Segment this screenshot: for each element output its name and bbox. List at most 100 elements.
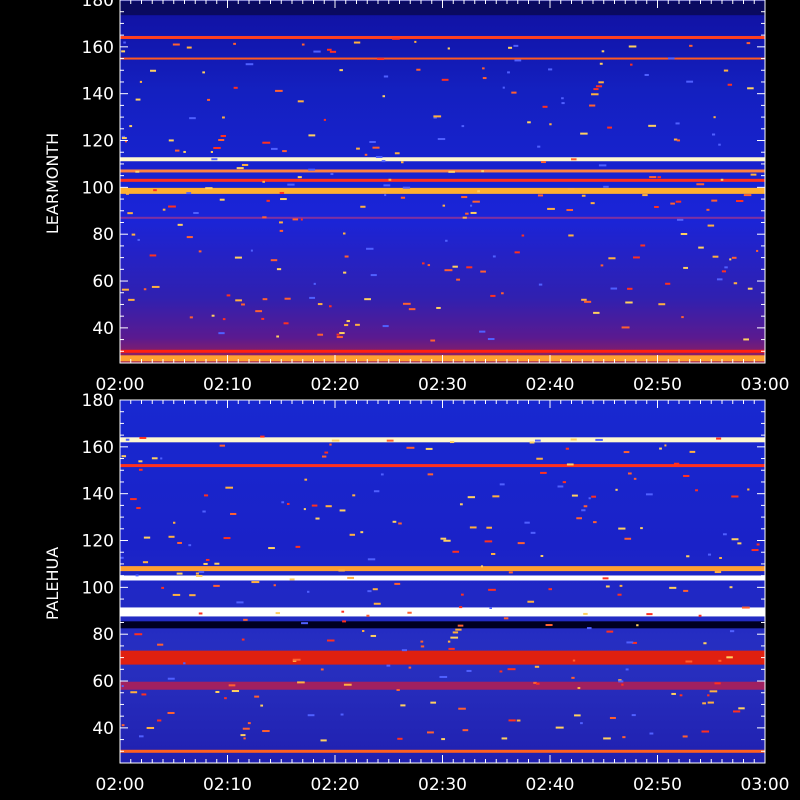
x-tick-label: 02:20 xyxy=(311,375,360,395)
signal-speckle xyxy=(121,137,127,140)
signal-speckle xyxy=(566,209,574,212)
signal-speckle xyxy=(386,664,391,667)
signal-speckle xyxy=(167,711,175,714)
signal-speckle xyxy=(696,183,705,186)
signal-speckle xyxy=(586,627,592,630)
signal-speckle xyxy=(536,457,543,460)
signal-speckle xyxy=(139,436,147,439)
signal-speckle xyxy=(276,268,282,271)
signal-speckle xyxy=(465,212,469,215)
y-tick-label: 80 xyxy=(92,625,114,645)
signal-speckle xyxy=(499,483,505,486)
signal-speckle xyxy=(228,684,236,687)
signal-speckle xyxy=(198,612,203,615)
signal-speckle xyxy=(441,738,446,741)
signal-speckle xyxy=(141,693,147,696)
signal-speckle xyxy=(406,446,415,449)
signal-speckle xyxy=(517,542,525,545)
signal-speckle xyxy=(452,265,458,268)
signal-speckle xyxy=(574,714,581,717)
signal-speckle xyxy=(273,584,276,587)
signal-speckle xyxy=(414,40,417,43)
signal-speckle xyxy=(736,200,744,203)
signal-speckle xyxy=(230,512,237,515)
signal-speckle xyxy=(262,216,267,219)
signal-speckle xyxy=(135,98,141,101)
signal-speckle xyxy=(236,601,244,604)
signal-speckle xyxy=(714,682,721,685)
signal-speckle xyxy=(303,508,306,511)
signal-speckle xyxy=(729,630,735,633)
signal-speckle xyxy=(499,670,503,673)
signal-speckle xyxy=(343,683,352,686)
signal-speckle xyxy=(160,457,163,460)
signal-speckle xyxy=(297,681,305,684)
signal-speckle xyxy=(598,81,604,84)
signal-speckle xyxy=(135,574,139,577)
signal-speckle xyxy=(339,509,346,512)
signal-speckle xyxy=(205,187,213,190)
signal-speckle xyxy=(640,527,643,530)
signal-speckle xyxy=(287,183,295,186)
y-tick-label: 60 xyxy=(92,672,114,692)
signal-speckle xyxy=(236,167,244,170)
signal-speckle xyxy=(307,714,315,717)
signal-speckle xyxy=(186,46,192,49)
x-tick-label: 02:50 xyxy=(633,375,682,395)
signal-speckle xyxy=(125,192,129,195)
signal-speckle xyxy=(149,254,157,257)
signal-speckle xyxy=(261,317,265,320)
signal-speckle xyxy=(625,668,629,671)
signal-speckle xyxy=(602,577,609,580)
signal-speckle xyxy=(577,687,581,690)
signal-speckle xyxy=(731,538,739,541)
signal-speckle xyxy=(443,539,451,542)
signal-speckle xyxy=(444,269,453,272)
signal-speckle xyxy=(456,278,461,281)
signal-speckle xyxy=(441,78,449,81)
signal-speckle xyxy=(433,115,442,118)
signal-speckle xyxy=(317,333,324,336)
signal-speckle xyxy=(723,69,729,72)
signal-speckle xyxy=(683,266,689,269)
signal-speckle xyxy=(401,649,408,652)
signal-speckle xyxy=(514,251,520,254)
palehua-y-axis: 40 60 80 100 120 140 160 180 xyxy=(82,391,765,752)
signal-speckle xyxy=(407,611,412,614)
signal-speckle xyxy=(516,719,521,722)
x-tick-label: 02:00 xyxy=(96,775,145,795)
signal-speckle xyxy=(449,441,455,444)
learmonth-speckles xyxy=(121,37,759,342)
signal-speckle xyxy=(659,447,662,450)
signal-speckle xyxy=(583,612,588,615)
signal-speckle xyxy=(584,300,592,303)
signal-speckle xyxy=(161,586,165,589)
signal-speckle xyxy=(172,521,176,524)
signal-speckle xyxy=(250,249,253,252)
signal-speckle xyxy=(566,463,574,466)
signal-speckle xyxy=(270,147,278,150)
signal-speckle xyxy=(644,73,649,76)
signal-speckle xyxy=(329,50,337,53)
signal-speckle xyxy=(346,320,350,323)
signal-speckle xyxy=(484,540,493,543)
signal-speckle xyxy=(125,438,130,441)
signal-speckle xyxy=(327,639,335,642)
signal-speckle xyxy=(733,282,738,285)
signal-speckle xyxy=(555,726,564,729)
signal-speckle xyxy=(709,690,718,693)
signal-speckle xyxy=(751,549,759,552)
signal-speckle xyxy=(747,488,750,491)
signal-speckle xyxy=(320,739,327,742)
signal-speckle xyxy=(706,208,710,211)
signal-speckle xyxy=(524,521,530,524)
signal-speckle xyxy=(648,124,657,127)
signal-speckle xyxy=(394,152,400,155)
signal-speckle xyxy=(675,122,680,125)
signal-speckle xyxy=(683,474,690,477)
signal-speckle xyxy=(527,121,531,124)
signal-speckle xyxy=(492,255,496,258)
signal-speckle xyxy=(396,689,400,692)
signal-speckle xyxy=(571,494,578,497)
x-tick-label: 03:00 xyxy=(741,375,790,395)
